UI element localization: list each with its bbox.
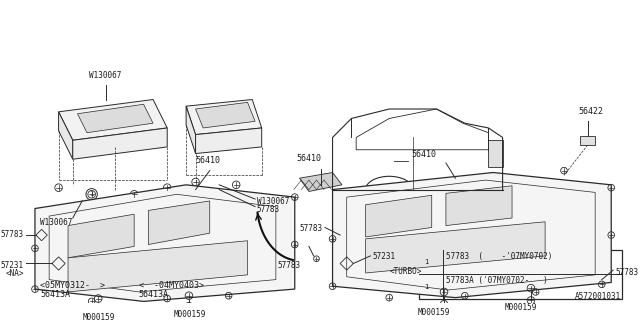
Text: <NA>: <NA> [5, 269, 24, 278]
Polygon shape [186, 106, 196, 154]
Text: 56413A: 56413A [40, 290, 70, 299]
Polygon shape [59, 100, 167, 140]
Polygon shape [186, 100, 262, 135]
Text: 57783  (    -'07MY0702): 57783 ( -'07MY0702) [445, 252, 552, 261]
Polygon shape [365, 195, 432, 237]
Text: 57231: 57231 [1, 261, 24, 270]
Text: A572001031: A572001031 [575, 292, 621, 301]
Polygon shape [77, 104, 153, 133]
Text: W130067: W130067 [40, 218, 72, 227]
Text: 57783: 57783 [257, 205, 280, 214]
Text: 1: 1 [90, 191, 94, 197]
Polygon shape [300, 172, 342, 191]
Text: M000159: M000159 [82, 313, 115, 320]
Polygon shape [148, 201, 210, 244]
Polygon shape [333, 172, 611, 298]
Text: M000159: M000159 [504, 303, 537, 312]
Text: M000159: M000159 [174, 310, 206, 319]
Polygon shape [35, 185, 295, 301]
Text: 57783: 57783 [615, 268, 638, 277]
Polygon shape [196, 128, 262, 154]
Text: 57783: 57783 [277, 261, 300, 270]
Bar [580, 136, 595, 145]
Text: <  -04MY0403>: < -04MY0403> [139, 282, 204, 291]
Text: M000159: M000159 [417, 308, 450, 317]
Text: 57783: 57783 [300, 224, 323, 233]
Polygon shape [365, 222, 545, 273]
Polygon shape [446, 186, 512, 226]
Text: 1: 1 [424, 284, 428, 290]
Bar [488, 140, 502, 167]
Text: <05MY0312-  >: <05MY0312- > [40, 282, 105, 291]
Text: 56410: 56410 [196, 156, 221, 165]
Text: W130067: W130067 [257, 197, 289, 206]
Text: 56413A: 56413A [139, 290, 169, 299]
Polygon shape [59, 112, 73, 159]
Text: W130067: W130067 [89, 71, 121, 80]
Text: 57231: 57231 [372, 252, 396, 261]
Text: 57783A ('07MY0702-   ): 57783A ('07MY0702- ) [445, 276, 547, 285]
Polygon shape [68, 214, 134, 258]
Polygon shape [196, 102, 255, 128]
Polygon shape [73, 128, 167, 159]
Bar [419, 250, 622, 299]
Text: <TURBO>: <TURBO> [389, 267, 422, 276]
Text: 56410: 56410 [412, 150, 436, 159]
Polygon shape [68, 241, 248, 292]
Text: 57783: 57783 [1, 230, 24, 239]
Text: 56422: 56422 [578, 107, 603, 116]
Text: 56410: 56410 [296, 154, 321, 163]
Text: 1: 1 [424, 259, 428, 265]
